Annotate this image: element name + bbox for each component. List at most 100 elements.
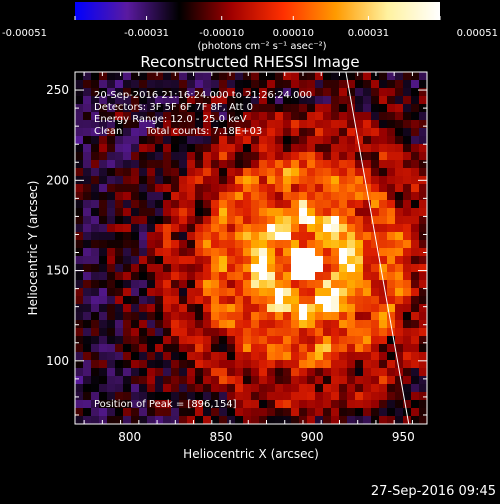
heatmap-cell (387, 160, 396, 169)
heatmap-cell (339, 144, 348, 153)
heatmap-cell (315, 376, 324, 385)
heatmap-cell (339, 224, 348, 233)
heatmap-cell (99, 360, 108, 369)
heatmap-cell (355, 80, 364, 89)
heatmap-cell (203, 368, 212, 377)
heatmap-cell (203, 240, 212, 249)
heatmap-cell (243, 168, 252, 177)
heatmap-cell (83, 352, 92, 361)
heatmap-cell (379, 80, 388, 89)
heatmap-cell (379, 240, 388, 249)
heatmap-cell (115, 392, 124, 401)
heatmap-cell (283, 376, 292, 385)
heatmap-cell (219, 240, 228, 249)
heatmap-cell (107, 152, 116, 161)
heatmap-cell (387, 88, 396, 97)
heatmap-cell (331, 304, 340, 313)
heatmap-cell (123, 168, 132, 177)
heatmap-cell (91, 96, 100, 105)
heatmap-cell (379, 264, 388, 273)
heatmap-cell (419, 312, 427, 321)
heatmap-cell (339, 248, 348, 257)
heatmap-cell (275, 208, 284, 217)
heatmap-cell (363, 192, 372, 201)
heatmap-cell (139, 152, 148, 161)
heatmap-cell (163, 200, 172, 209)
heatmap-cell (323, 240, 332, 249)
heatmap-cell (235, 304, 244, 313)
heatmap-cell (347, 240, 356, 249)
heatmap-cell (315, 360, 324, 369)
heatmap-cell (155, 264, 164, 273)
heatmap-cell (211, 304, 220, 313)
heatmap-cell (203, 192, 212, 201)
heatmap-cell (243, 216, 252, 225)
heatmap-cell (307, 344, 316, 353)
heatmap-cell (227, 296, 236, 305)
heatmap-cell (195, 400, 204, 409)
heatmap-cell (107, 320, 116, 329)
heatmap-cell (179, 368, 188, 377)
heatmap-cell (163, 176, 172, 185)
heatmap-cell (339, 272, 348, 281)
heatmap-cell (219, 272, 228, 281)
heatmap-cell (83, 232, 92, 241)
heatmap-cell (107, 312, 116, 321)
heatmap-cell (139, 136, 148, 145)
heatmap-cell (75, 248, 84, 257)
heatmap-cell (403, 312, 412, 321)
heatmap-cell (267, 416, 276, 424)
heatmap-cell (251, 256, 260, 265)
heatmap-cell (227, 416, 236, 424)
heatmap-cell (147, 304, 156, 313)
heatmap-cell (187, 248, 196, 257)
heatmap-cell (139, 144, 148, 153)
heatmap-cell (115, 144, 124, 153)
heatmap-cell (395, 336, 404, 345)
heatmap-cell (339, 416, 348, 424)
heatmap-cell (139, 352, 148, 361)
heatmap-cell (387, 344, 396, 353)
heatmap-cell (403, 288, 412, 297)
heatmap-cell (139, 240, 148, 249)
heatmap-cell (211, 152, 220, 161)
heatmap-cell (291, 272, 300, 281)
heatmap-cell (243, 272, 252, 281)
heatmap-cell (243, 112, 252, 121)
heatmap-cell (339, 80, 348, 89)
heatmap-cell (91, 136, 100, 145)
heatmap-cell (267, 152, 276, 161)
heatmap-cell (227, 304, 236, 313)
heatmap-cell (363, 312, 372, 321)
heatmap-cell (171, 264, 180, 273)
heatmap-cell (307, 160, 316, 169)
heatmap-cell (307, 216, 316, 225)
heatmap-cell (395, 360, 404, 369)
heatmap-cell (235, 200, 244, 209)
heatmap-cell (259, 168, 268, 177)
heatmap-cell (323, 296, 332, 305)
heatmap-cell (75, 304, 84, 313)
heatmap-cell (75, 400, 84, 409)
heatmap-cell (235, 72, 244, 81)
heatmap-cell (179, 200, 188, 209)
heatmap-cell (355, 200, 364, 209)
heatmap-cell (283, 240, 292, 249)
heatmap-cell (307, 176, 316, 185)
heatmap-cell (219, 360, 228, 369)
heatmap-cell (371, 328, 380, 337)
heatmap-cell (243, 160, 252, 169)
heatmap-cell (235, 224, 244, 233)
heatmap-cell (203, 280, 212, 289)
heatmap-cell (179, 80, 188, 89)
heatmap-cell (243, 352, 252, 361)
heatmap-cell (99, 304, 108, 313)
heatmap-cell (235, 264, 244, 273)
heatmap-cell (139, 256, 148, 265)
heatmap-cell (107, 240, 116, 249)
heatmap-cell (395, 272, 404, 281)
heatmap-cell (91, 232, 100, 241)
heatmap-cell (107, 72, 116, 81)
heatmap-cell (363, 360, 372, 369)
heatmap-cell (179, 96, 188, 105)
